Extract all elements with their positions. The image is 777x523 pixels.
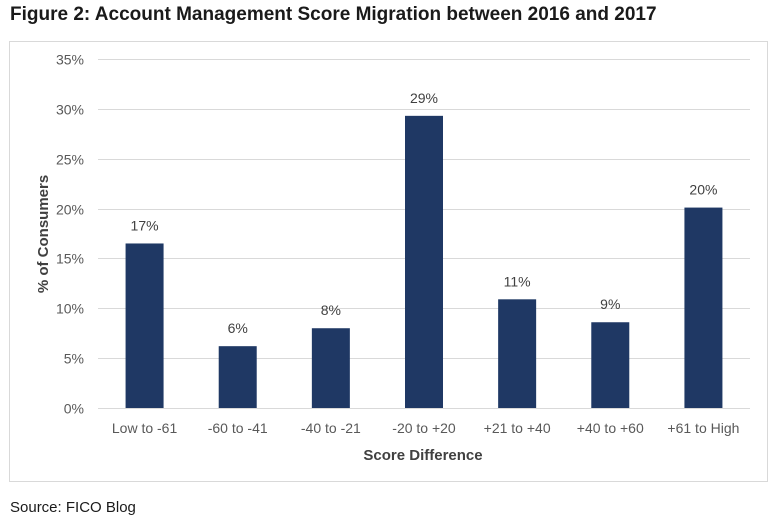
y-tick-label: 15% — [56, 251, 84, 267]
x-tick-label: Low to -61 — [112, 420, 178, 436]
bar — [125, 243, 164, 408]
x-tick-label: +40 to +60 — [577, 420, 644, 436]
source-note: Source: FICO Blog — [10, 499, 136, 516]
bar — [311, 328, 350, 408]
figure-title: Figure 2: Account Management Score Migra… — [10, 4, 657, 25]
y-tick-label: 10% — [56, 301, 84, 317]
bar — [498, 299, 537, 408]
x-tick-label: +61 to High — [667, 420, 739, 436]
y-tick-label: 0% — [64, 401, 84, 417]
data-label: 8% — [321, 302, 341, 318]
x-axis-title: Score Difference — [363, 447, 482, 464]
data-label: 11% — [504, 273, 531, 289]
data-label: 17% — [131, 217, 159, 233]
bar — [405, 115, 443, 408]
bar — [591, 322, 630, 408]
y-axis-title: % of Consumers — [35, 175, 52, 293]
data-label: 29% — [410, 90, 438, 106]
x-axis-ticks: Low to -61 -60 to -41 -40 to -21 -20 to +20… — [112, 420, 740, 436]
x-tick-label: -40 to -21 — [301, 420, 361, 436]
bar — [218, 346, 257, 408]
x-tick-label: +21 to +40 — [484, 420, 551, 436]
y-axis-ticks: 0% 5% 10% 15% 20% 25% 30% 35% — [56, 52, 84, 417]
y-tick-label: 20% — [56, 202, 84, 218]
y-tick-label: 30% — [56, 102, 84, 118]
y-tick-label: 35% — [56, 52, 84, 68]
x-tick-label: -20 to +20 — [392, 420, 456, 436]
data-label: 20% — [689, 182, 717, 198]
x-tick-label: -60 to -41 — [208, 420, 268, 436]
bars — [125, 115, 723, 408]
y-tick-label: 25% — [56, 152, 84, 168]
data-label: 9% — [600, 296, 620, 312]
bar — [684, 207, 723, 408]
y-tick-label: 5% — [64, 351, 84, 367]
data-labels: 17% 6% 8% 29% 11% 9% 20% — [131, 90, 718, 336]
data-label: 6% — [228, 320, 248, 336]
